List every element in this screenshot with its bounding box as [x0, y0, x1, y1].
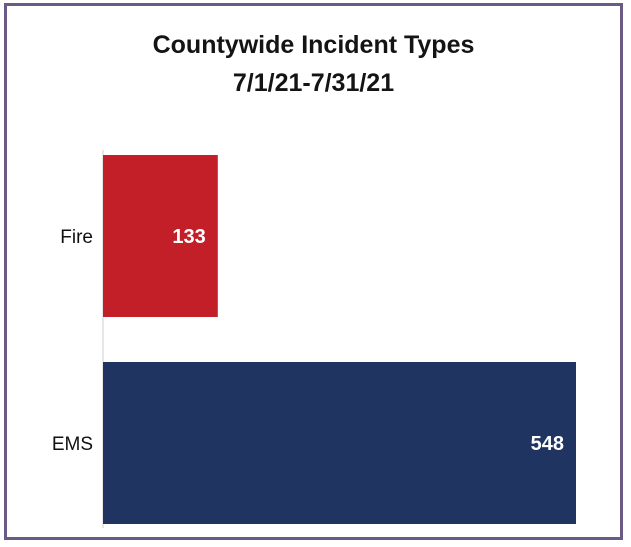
- bars-group: Fire 133 EMS 548: [52, 155, 576, 524]
- bar-fire: [103, 155, 218, 317]
- data-label-ems: 548: [531, 433, 564, 455]
- chart-title-block: Countywide Incident Types 7/1/21-7/31/21: [7, 26, 620, 102]
- category-label-fire: Fire: [60, 227, 93, 248]
- chart-subtitle: 7/1/21-7/31/21: [232, 69, 395, 97]
- chart-title: Countywide Incident Types: [152, 31, 475, 59]
- data-label-fire: 133: [172, 226, 205, 248]
- category-label-ems: EMS: [52, 434, 93, 455]
- bar-ems: [103, 362, 576, 524]
